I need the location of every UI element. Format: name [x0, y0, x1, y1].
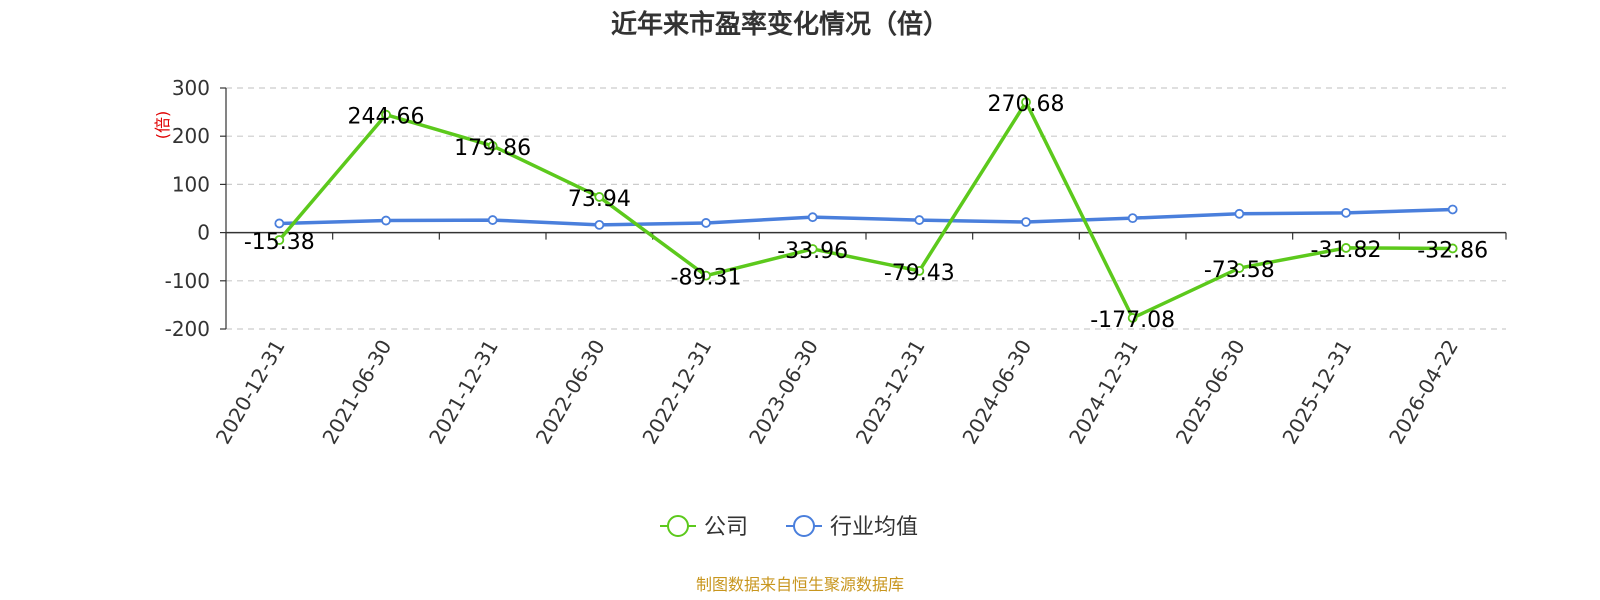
- data-label: 73.94: [568, 187, 631, 212]
- data-label: -33.96: [777, 239, 848, 264]
- x-tick-label: 2022-12-31: [637, 336, 716, 449]
- series-layer: [274, 97, 1458, 323]
- data-point: [274, 235, 285, 245]
- source-note: 制图数据来自恒生聚源数据库: [696, 575, 904, 594]
- data-point: [1341, 207, 1351, 218]
- grid-lines: [226, 87, 1506, 330]
- data-point: [1234, 263, 1245, 273]
- data-point: [1021, 217, 1031, 227]
- data-point: [381, 215, 391, 226]
- legend-label: 行业均值: [830, 515, 918, 540]
- x-tick-label: 2025-12-31: [1277, 336, 1356, 449]
- data-labels: -15.38 244.66 179.86 73.94 -89.31 -33.96 -79.4…: [244, 92, 1488, 333]
- data-point: [914, 215, 925, 225]
- legend-item-0[interactable]: 公司: [660, 515, 748, 540]
- x-tick-label: 2026-04-22: [1384, 336, 1463, 449]
- x-tick-label: 2023-12-31: [851, 335, 930, 448]
- data-point: [701, 270, 711, 281]
- data-point: [274, 218, 285, 229]
- data-label: -79.43: [884, 261, 955, 286]
- data-label: -31.82: [1311, 238, 1382, 263]
- x-tick-label: 2024-06-30: [957, 336, 1036, 449]
- y-axis-label: (倍): [153, 111, 172, 140]
- data-point: [381, 109, 391, 120]
- x-tick-label: 2024-12-31: [1064, 336, 1143, 449]
- y-tick-label: 0: [197, 221, 210, 245]
- y-tick-label: -100: [165, 269, 210, 293]
- data-label: -177.08: [1090, 308, 1175, 333]
- data-point: [1127, 313, 1138, 323]
- data-point: [594, 192, 605, 202]
- data-point: [1127, 213, 1138, 224]
- x-tick-label: 2020-12-31: [211, 336, 290, 449]
- data-point: [487, 215, 498, 225]
- series-line-1: [279, 207, 1453, 227]
- data-point: [1447, 204, 1458, 215]
- legend-marker: [667, 515, 689, 537]
- data-point: [701, 218, 711, 228]
- legend-item-1[interactable]: 行业均值: [786, 515, 918, 540]
- x-tick-label: 2023-06-30: [744, 336, 823, 449]
- x-tick-label: 2021-06-30: [317, 336, 396, 449]
- chart-title: 近年来市盈率变化情况（倍）: [611, 9, 949, 40]
- data-point: [807, 212, 818, 223]
- data-label: -73.58: [1204, 258, 1275, 283]
- data-point: [914, 265, 925, 276]
- data-label: -32.86: [1417, 238, 1488, 263]
- x-tick-label: 2022-06-30: [531, 336, 610, 449]
- y-tick-label: 100: [172, 172, 210, 196]
- data-label: 244.66: [348, 105, 425, 130]
- data-label: -15.38: [244, 230, 315, 255]
- data-point: [1021, 97, 1031, 108]
- y-tick-label: 200: [172, 124, 210, 148]
- data-point: [1341, 243, 1351, 253]
- data-point: [594, 219, 605, 230]
- data-point: [1234, 208, 1245, 219]
- x-tick-label: 2021-12-31: [424, 335, 503, 448]
- data-point: [807, 244, 818, 254]
- legend-label: 公司: [704, 515, 748, 540]
- data-point: [1447, 243, 1458, 254]
- legend-marker: [793, 515, 815, 537]
- legend[interactable]: 公司 行业均值: [660, 515, 918, 540]
- data-label: 270.68: [988, 92, 1065, 117]
- series-line-0: [278, 100, 1453, 320]
- data-label: 179.86: [454, 136, 531, 161]
- y-tick-label: 300: [172, 76, 210, 100]
- data-label: -89.31: [671, 266, 742, 291]
- x-tick-label: 2025-06-30: [1171, 336, 1250, 449]
- y-tick-label: -200: [165, 317, 210, 341]
- data-point: [487, 141, 498, 151]
